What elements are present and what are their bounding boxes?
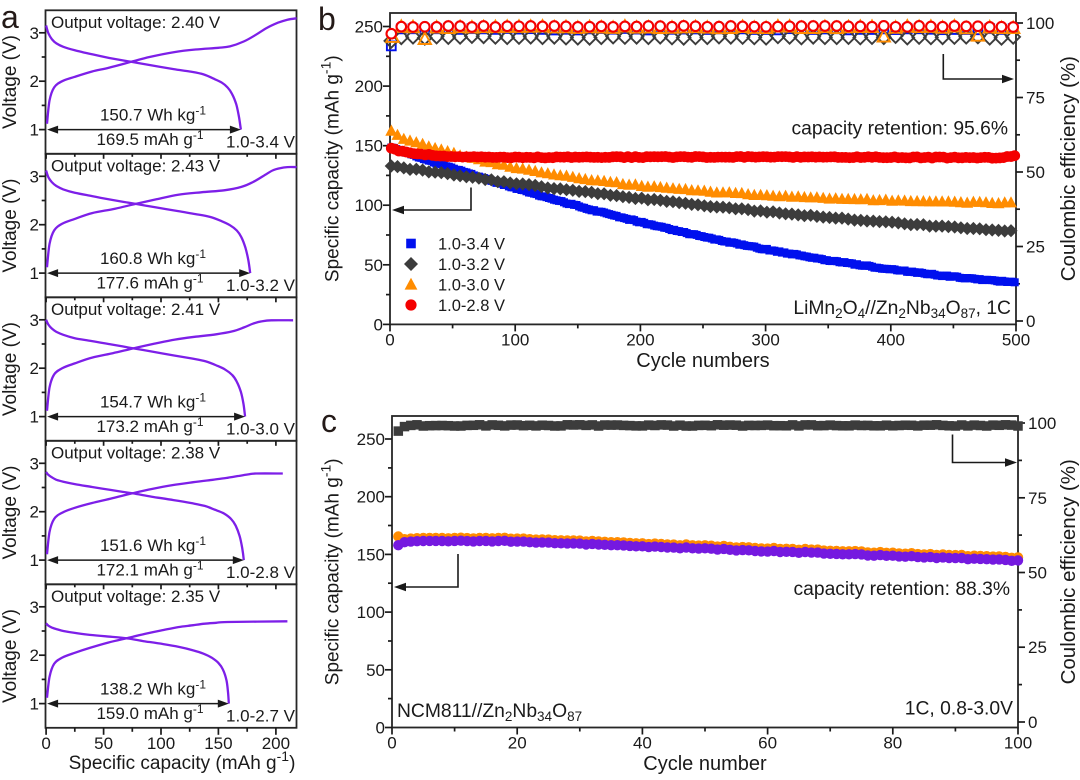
svg-text:Voltage (V): Voltage (V) <box>0 35 21 129</box>
svg-text:Coulombic efficiency (%): Coulombic efficiency (%) <box>1057 459 1080 684</box>
svg-text:2: 2 <box>30 72 39 91</box>
svg-text:138.2 Wh kg-1: 138.2 Wh kg-1 <box>100 678 206 699</box>
svg-text:200: 200 <box>262 734 290 753</box>
svg-text:3: 3 <box>30 24 39 43</box>
svg-text:b: b <box>318 1 336 37</box>
svg-text:1: 1 <box>30 408 39 427</box>
svg-text:50: 50 <box>366 661 385 680</box>
svg-text:1C, 0.8-3.0V: 1C, 0.8-3.0V <box>905 699 1013 720</box>
svg-text:Coulombic efficiency (%): Coulombic efficiency (%) <box>1057 56 1080 281</box>
svg-text:2: 2 <box>30 359 39 378</box>
svg-text:60: 60 <box>758 734 777 753</box>
svg-text:Output voltage: 2.35 V: Output voltage: 2.35 V <box>51 587 221 606</box>
svg-text:Voltage (V): Voltage (V) <box>0 609 21 703</box>
svg-text:177.6 mAh g-1: 177.6 mAh g-1 <box>96 272 203 293</box>
svg-text:75: 75 <box>1026 89 1045 108</box>
svg-text:Voltage (V): Voltage (V) <box>0 322 21 416</box>
svg-text:150: 150 <box>204 734 232 753</box>
svg-text:150.7 Wh kg-1: 150.7 Wh kg-1 <box>100 104 206 125</box>
svg-text:0: 0 <box>41 734 50 753</box>
svg-text:151.6 Wh kg-1: 151.6 Wh kg-1 <box>100 534 206 555</box>
svg-text:100: 100 <box>1028 414 1056 433</box>
svg-text:1: 1 <box>30 695 39 714</box>
svg-text:200: 200 <box>357 488 385 507</box>
svg-text:Cycle number: Cycle number <box>643 753 767 775</box>
svg-text:50: 50 <box>1026 163 1045 182</box>
svg-text:1.0-3.2 V: 1.0-3.2 V <box>438 256 505 274</box>
svg-text:0: 0 <box>385 330 394 349</box>
svg-text:172.1 mAh g-1: 172.1 mAh g-1 <box>96 559 203 580</box>
svg-text:2: 2 <box>30 646 39 665</box>
svg-text:Specific capacity (mAh g-1): Specific capacity (mAh g-1) <box>318 458 344 685</box>
svg-text:Output voltage: 2.40 V: Output voltage: 2.40 V <box>51 13 221 32</box>
svg-text:1.0-2.7 V: 1.0-2.7 V <box>226 707 296 726</box>
svg-text:25: 25 <box>1028 638 1047 657</box>
svg-text:150: 150 <box>357 545 385 564</box>
svg-text:1.0-3.4 V: 1.0-3.4 V <box>226 133 296 152</box>
svg-text:0: 0 <box>387 734 396 753</box>
svg-text:capacity retention: 88.3%: capacity retention: 88.3% <box>793 579 1010 600</box>
svg-text:a: a <box>1 0 19 35</box>
svg-text:80: 80 <box>883 734 902 753</box>
svg-text:2: 2 <box>30 216 39 235</box>
svg-text:100: 100 <box>501 330 529 349</box>
svg-text:159.0 mAh g-1: 159.0 mAh g-1 <box>96 702 203 723</box>
svg-text:1: 1 <box>30 551 39 570</box>
svg-text:NCM811//Zn2Nb34O87: NCM811//Zn2Nb34O87 <box>397 701 582 724</box>
svg-text:1.0-2.8 V: 1.0-2.8 V <box>226 563 296 582</box>
svg-text:300: 300 <box>751 330 779 349</box>
svg-text:1.0-2.8 V: 1.0-2.8 V <box>438 297 505 315</box>
svg-text:100: 100 <box>1004 734 1032 753</box>
svg-text:200: 200 <box>355 77 383 96</box>
svg-text:0: 0 <box>1028 713 1037 732</box>
svg-text:200: 200 <box>626 330 654 349</box>
svg-text:173.2 mAh g-1: 173.2 mAh g-1 <box>96 415 203 436</box>
svg-text:Output voltage: 2.41 V: Output voltage: 2.41 V <box>51 300 221 319</box>
svg-text:Output voltage: 2.38 V: Output voltage: 2.38 V <box>51 443 221 462</box>
svg-text:169.5 mAh g-1: 169.5 mAh g-1 <box>96 128 203 149</box>
svg-text:3: 3 <box>30 598 39 617</box>
svg-text:Cycle numbers: Cycle numbers <box>636 350 769 372</box>
svg-text:c: c <box>321 403 337 439</box>
svg-text:1.0-3.2 V: 1.0-3.2 V <box>226 276 296 295</box>
svg-text:Specific capacity (mAh g-1): Specific capacity (mAh g-1) <box>318 55 344 282</box>
svg-text:1.0-3.4 V: 1.0-3.4 V <box>438 236 505 254</box>
svg-text:Voltage (V): Voltage (V) <box>0 466 21 560</box>
svg-text:1.0-3.0 V: 1.0-3.0 V <box>226 420 296 439</box>
svg-text:1: 1 <box>30 121 39 140</box>
svg-text:Output voltage: 2.43 V: Output voltage: 2.43 V <box>51 156 221 175</box>
svg-text:0: 0 <box>376 719 385 738</box>
svg-text:Voltage (V): Voltage (V) <box>0 179 21 273</box>
svg-text:75: 75 <box>1028 489 1047 508</box>
svg-text:100: 100 <box>357 603 385 622</box>
svg-text:500: 500 <box>1002 330 1030 349</box>
svg-text:150: 150 <box>355 137 383 156</box>
svg-text:40: 40 <box>633 734 652 753</box>
svg-text:160.8 Wh kg-1: 160.8 Wh kg-1 <box>100 247 206 268</box>
svg-text:100: 100 <box>1026 14 1054 33</box>
svg-text:LiMn2O4//Zn2Nb34O87, 1C: LiMn2O4//Zn2Nb34O87, 1C <box>793 298 1011 321</box>
svg-text:capacity retention: 95.6%: capacity retention: 95.6% <box>791 119 1008 140</box>
svg-text:Specific capacity (mAh g-1): Specific capacity (mAh g-1) <box>69 748 296 774</box>
svg-text:3: 3 <box>30 311 39 330</box>
svg-text:50: 50 <box>364 256 383 275</box>
svg-text:400: 400 <box>877 330 905 349</box>
svg-text:3: 3 <box>30 167 39 186</box>
svg-text:20: 20 <box>508 734 527 753</box>
svg-text:100: 100 <box>147 734 175 753</box>
svg-text:1: 1 <box>30 264 39 283</box>
svg-text:154.7 Wh kg-1: 154.7 Wh kg-1 <box>100 391 206 412</box>
svg-text:50: 50 <box>1028 564 1047 583</box>
svg-text:0: 0 <box>374 315 383 334</box>
svg-text:2: 2 <box>30 503 39 522</box>
svg-text:250: 250 <box>355 18 383 37</box>
svg-text:0: 0 <box>1026 312 1035 331</box>
svg-text:3: 3 <box>30 454 39 473</box>
svg-text:25: 25 <box>1026 238 1045 257</box>
svg-text:50: 50 <box>94 734 113 753</box>
svg-text:1.0-3.0 V: 1.0-3.0 V <box>438 277 505 295</box>
svg-text:250: 250 <box>357 430 385 449</box>
svg-text:100: 100 <box>355 196 383 215</box>
